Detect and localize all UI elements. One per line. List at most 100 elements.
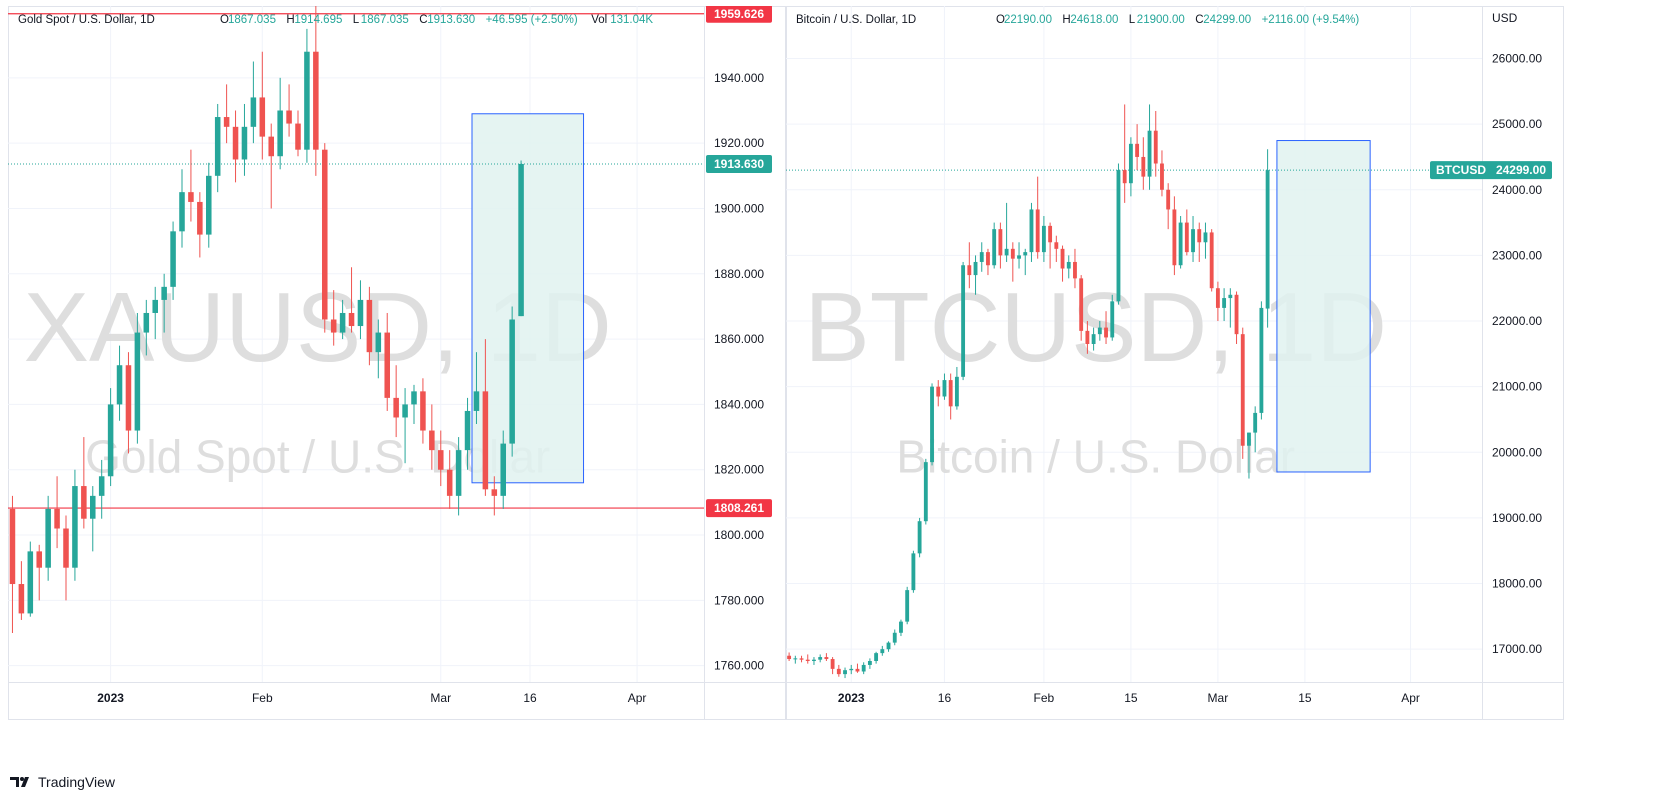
y-tick-label: 1940.000 bbox=[714, 71, 764, 85]
candle bbox=[286, 84, 292, 137]
candle-body bbox=[793, 658, 798, 660]
candle-body bbox=[805, 659, 810, 661]
ohlc-label: H bbox=[1062, 14, 1070, 26]
candle-body bbox=[843, 670, 847, 675]
candle-body bbox=[420, 391, 426, 431]
ohlc-value: 22190.00 bbox=[1004, 14, 1052, 26]
candle bbox=[402, 388, 408, 464]
y-tick-label: 19000.00 bbox=[1492, 511, 1542, 525]
candle bbox=[1085, 321, 1090, 354]
candle bbox=[518, 160, 524, 317]
candle-body bbox=[81, 486, 87, 519]
candle bbox=[1253, 406, 1258, 453]
candle bbox=[1222, 288, 1227, 322]
candle bbox=[393, 365, 399, 438]
candle-body bbox=[1215, 288, 1220, 308]
y-tick-label: 1860.000 bbox=[714, 332, 764, 346]
candle bbox=[1160, 150, 1164, 197]
change-value: +46.595 (+2.50%) bbox=[486, 14, 578, 26]
candle-body bbox=[188, 192, 194, 202]
candle-body bbox=[855, 668, 860, 672]
candle-body bbox=[1029, 209, 1034, 253]
candle bbox=[295, 110, 301, 157]
candle bbox=[886, 641, 891, 652]
y-tick-label: 1880.000 bbox=[714, 267, 764, 281]
candle-body bbox=[491, 489, 498, 496]
candle-body bbox=[98, 476, 105, 496]
candle bbox=[1029, 202, 1034, 262]
ohlc-label: C bbox=[419, 14, 427, 26]
candle-body bbox=[954, 376, 959, 407]
x-tick-label: Apr bbox=[628, 691, 647, 705]
candle-body bbox=[518, 163, 524, 317]
candle bbox=[1073, 248, 1077, 289]
x-tick-label: 16 bbox=[523, 691, 537, 705]
candle-body bbox=[18, 584, 25, 614]
candle bbox=[1060, 245, 1065, 282]
range-box bbox=[1276, 140, 1371, 473]
ohlc-label: O bbox=[220, 14, 229, 26]
candle-body bbox=[880, 649, 885, 654]
y-tick-label: 1820.000 bbox=[714, 463, 764, 477]
candle-body bbox=[849, 668, 854, 671]
candle bbox=[1215, 281, 1220, 322]
candle bbox=[917, 517, 922, 558]
candle bbox=[936, 380, 941, 407]
candle-body bbox=[1004, 248, 1009, 256]
y-tick-label: 26000.00 bbox=[1492, 52, 1542, 66]
candle-body bbox=[1166, 189, 1171, 210]
candle bbox=[1184, 209, 1189, 256]
candle-body bbox=[277, 110, 283, 157]
candle bbox=[54, 476, 60, 549]
x-tick-label: Mar bbox=[430, 691, 451, 705]
candle-body bbox=[63, 528, 69, 568]
candle-body bbox=[824, 657, 829, 660]
candle bbox=[1097, 321, 1102, 341]
candle bbox=[1079, 275, 1084, 341]
candle bbox=[429, 404, 435, 470]
candle bbox=[330, 290, 337, 346]
candle-body bbox=[90, 495, 96, 519]
candle-body bbox=[867, 660, 872, 665]
candle bbox=[824, 653, 829, 661]
candle bbox=[482, 339, 489, 496]
candle bbox=[1172, 196, 1177, 276]
candle bbox=[986, 248, 990, 276]
candle-body bbox=[9, 508, 16, 585]
price-line-value: 1959.626 bbox=[714, 7, 764, 21]
candle bbox=[411, 384, 417, 425]
volume-value: 131.04K bbox=[610, 14, 653, 26]
footer[interactable]: TradingView bbox=[10, 772, 115, 792]
candle-body bbox=[339, 312, 346, 333]
ohlc-label: L bbox=[1129, 14, 1136, 26]
candle bbox=[1010, 242, 1015, 282]
candle-body bbox=[930, 386, 934, 463]
candle bbox=[1110, 294, 1115, 341]
y-tick-label: 1780.000 bbox=[714, 593, 764, 607]
candle-body bbox=[1041, 225, 1046, 253]
candle bbox=[948, 373, 953, 420]
candle bbox=[961, 261, 966, 381]
candle bbox=[27, 541, 34, 617]
ohlc-value: 21900.00 bbox=[1137, 14, 1185, 26]
candle-body bbox=[322, 149, 328, 320]
candle-body bbox=[936, 386, 941, 397]
candle bbox=[491, 476, 498, 516]
candle-body bbox=[446, 469, 453, 496]
candle bbox=[799, 655, 804, 663]
candle bbox=[793, 655, 798, 664]
last-price-symbol: BTCUSD bbox=[1436, 163, 1486, 177]
candle-body bbox=[1228, 294, 1233, 299]
candle bbox=[197, 192, 203, 258]
candle-body bbox=[812, 659, 816, 661]
candle-body bbox=[923, 462, 928, 522]
candle-body bbox=[886, 642, 891, 650]
candle-body bbox=[992, 229, 997, 266]
candle-body bbox=[1135, 143, 1140, 157]
candle-body bbox=[1128, 143, 1133, 184]
candle-body bbox=[54, 508, 60, 529]
candle-body bbox=[1060, 248, 1065, 269]
x-tick-label: Mar bbox=[1208, 691, 1229, 705]
